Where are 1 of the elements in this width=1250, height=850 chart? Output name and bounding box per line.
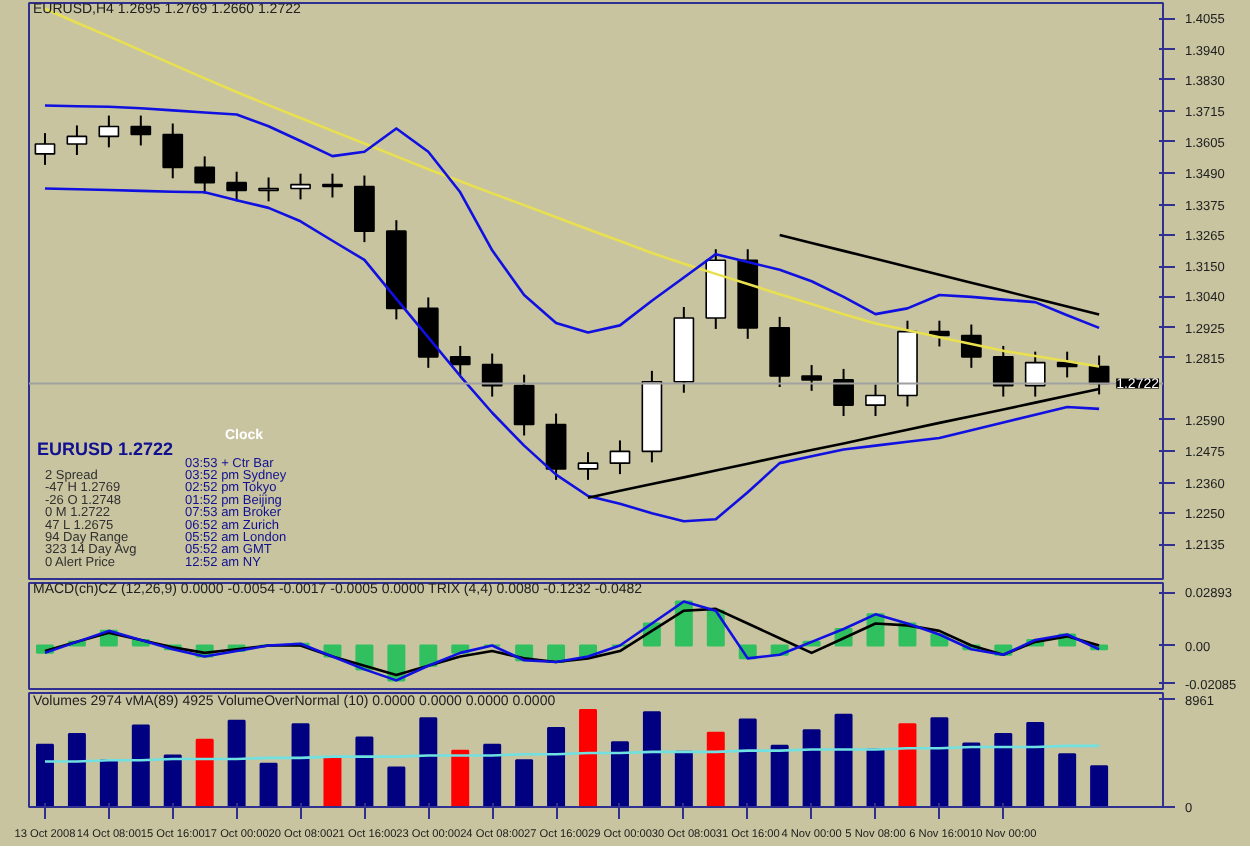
annotation: EURUSD 1.2722 [37, 439, 174, 459]
